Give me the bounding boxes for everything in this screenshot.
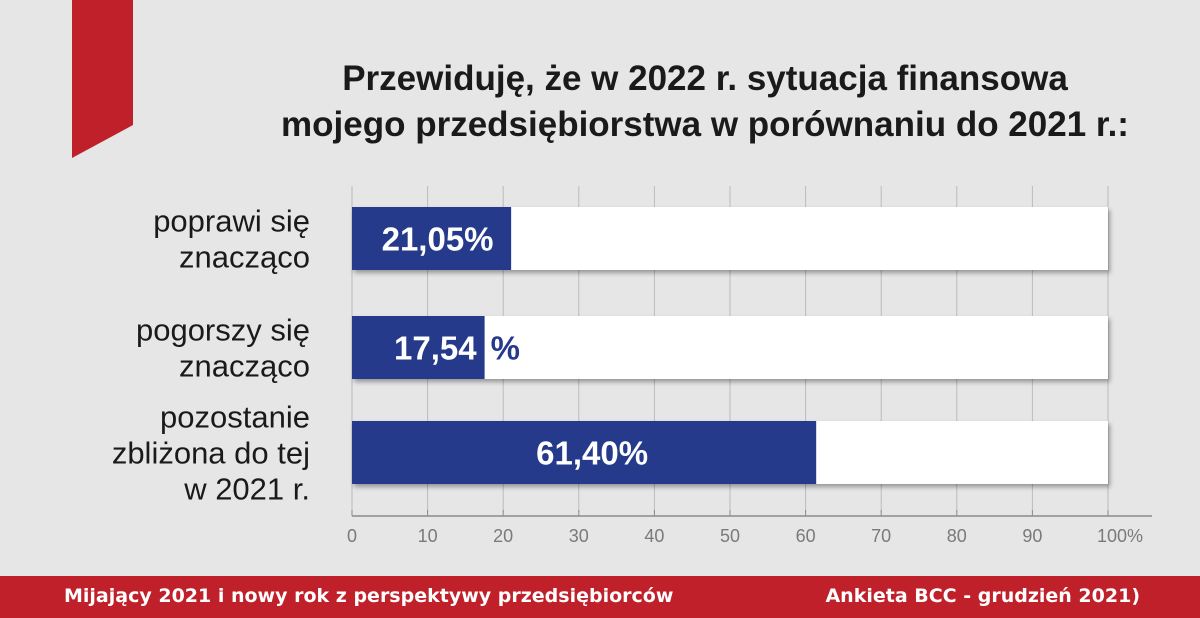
x-tick-label: 80	[947, 526, 967, 546]
category-label-line: znacząco	[179, 349, 310, 384]
category-label: pogorszy się znacząco	[136, 313, 310, 384]
footer-survey-note: Ankieta BCC - grudzień 2021)	[825, 585, 1140, 607]
data-label: 17,54	[394, 330, 477, 367]
x-tick-label: 30	[569, 526, 589, 546]
red-ribbon-decoration	[72, 0, 133, 158]
footer-source-title: Mijający 2021 i nowy rok z perspektywy p…	[64, 585, 674, 607]
x-tick-label: 70	[871, 526, 891, 546]
category-label: poprawi się znacząco	[153, 204, 310, 275]
x-axis: 0 10 20 30 40 50 60 70 80 90 100%	[347, 510, 1152, 546]
bar	[352, 316, 485, 379]
x-tick-label: 10	[418, 526, 438, 546]
category-label-line: w 2021 r.	[183, 472, 310, 507]
bars: 21,05% 17,54 % 61,40%	[352, 207, 1108, 484]
footer-bar: Mijający 2021 i nowy rok z perspektywy p…	[0, 576, 1200, 618]
x-tick-label: 60	[796, 526, 816, 546]
bar	[352, 207, 512, 270]
title-line-2: mojego przedsiębiorstwa w porównaniu do …	[281, 105, 1129, 144]
x-tick-label: 40	[644, 526, 664, 546]
category-label-line: znacząco	[179, 240, 310, 275]
x-tick-label: 90	[1022, 526, 1042, 546]
bar-chart: 0 10 20 30 40 50 60 70 80 90 100% 21,05% 17,54 % 61,4…	[112, 186, 1152, 546]
category-label-line: pozostanie	[160, 400, 310, 435]
chart-title: Przewiduję, że w 2022 r. sytuacja finans…	[150, 56, 1200, 148]
category-label-line: poprawi się	[153, 204, 310, 239]
data-label: 21,05%	[382, 221, 494, 258]
data-label: 61,40%	[536, 435, 648, 472]
x-tick-label: 20	[493, 526, 513, 546]
category-label-line: pogorszy się	[136, 313, 310, 348]
category-label-line: zbliżona do tej	[112, 436, 310, 471]
x-tick-label: 50	[720, 526, 740, 546]
bar	[352, 421, 817, 484]
x-tick-label: 100%	[1097, 526, 1143, 546]
category-label: pozostanie zbliżona do tej w 2021 r.	[112, 400, 310, 507]
data-label-percent: %	[491, 330, 520, 367]
x-tick-label: 0	[347, 526, 357, 546]
title-line-1: Przewiduję, że w 2022 r. sytuacja finans…	[342, 59, 1068, 98]
